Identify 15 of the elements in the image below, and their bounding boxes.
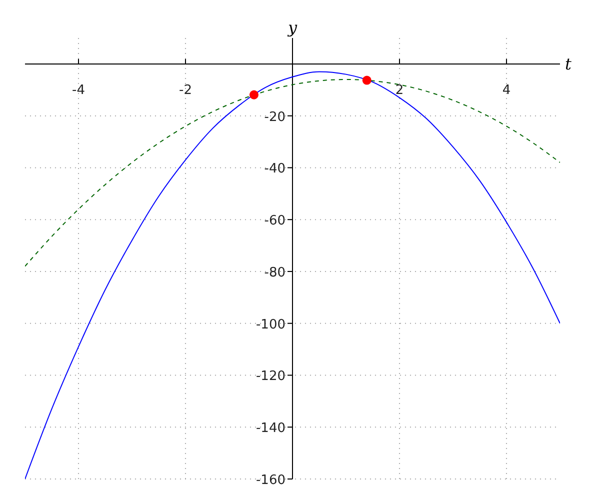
x-tick-label: -4: [72, 82, 85, 98]
y-tick-label: -160: [256, 473, 286, 488]
x-tick-label: -2: [179, 82, 192, 98]
y-tick-label: -60: [264, 214, 286, 229]
x-tick-label: 4: [502, 82, 511, 98]
x-axis-title: t: [565, 54, 572, 74]
line-series: [25, 79, 560, 267]
y-tick-label: -40: [264, 162, 286, 177]
y-tick-label: -100: [256, 317, 286, 332]
y-tick-label: -20: [264, 110, 286, 125]
y-tick-label: -140: [256, 421, 286, 436]
y-tick-label: -120: [256, 369, 286, 384]
y-axis-title: y: [286, 18, 298, 37]
y-tick-label: -80: [264, 265, 286, 280]
x-tick-label: 2: [395, 82, 404, 98]
